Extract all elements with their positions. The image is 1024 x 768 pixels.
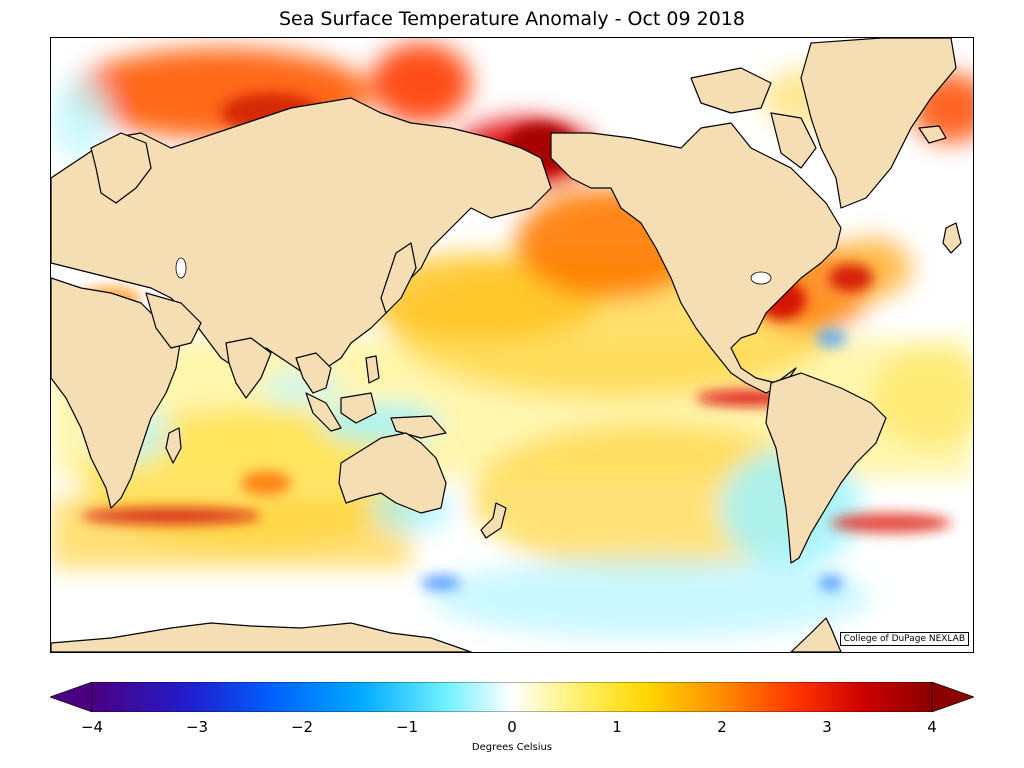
greenland [800, 38, 957, 209]
colorbar-label: Degrees Celsius [471, 742, 553, 753]
map-title: Sea Surface Temperature Anomaly - Oct 09… [279, 8, 745, 30]
lakes [175, 257, 772, 285]
new-guinea [390, 415, 447, 439]
australia [338, 432, 447, 514]
india [225, 337, 272, 399]
canadian-arctic-islands [690, 67, 772, 114]
colorbar-tick-label: 3 [822, 718, 832, 736]
madagascar [165, 427, 182, 464]
colorbar-gradient [91, 682, 933, 712]
colorbar-min-extend [50, 682, 93, 712]
colorbar-tick-label: −4 [80, 718, 104, 736]
japan [380, 242, 417, 314]
colorbar-tick-label: −2 [290, 718, 314, 736]
baffin-island [770, 112, 817, 169]
british-isles [942, 222, 962, 254]
antarctica [51, 622, 472, 652]
colorbar-tick-label: 0 [507, 718, 517, 736]
africa [51, 277, 182, 509]
colorbar [50, 682, 974, 712]
sst-anomaly-map[interactable]: College of DuPage NEXLAB [50, 37, 974, 653]
colorbar-tick-label: −1 [395, 718, 419, 736]
southeast-asia [295, 352, 332, 394]
borneo [340, 392, 377, 424]
scandinavia [90, 132, 152, 204]
credit-label: College of DuPage NEXLAB [839, 632, 969, 646]
iceland [918, 125, 947, 144]
colorbar-tick-label: 2 [717, 718, 727, 736]
sumatra [305, 392, 342, 432]
colorbar-max-extend [931, 682, 974, 712]
antarctic-peninsula [790, 617, 842, 652]
arabia [145, 292, 202, 349]
south-america [765, 372, 887, 564]
north-america [550, 122, 842, 394]
colorbar-tick-label: −3 [185, 718, 209, 736]
new-zealand [480, 502, 507, 539]
land-masses [51, 38, 962, 652]
colorbar-tick-label: 4 [927, 718, 937, 736]
map-canvas [51, 38, 973, 652]
colorbar-tick-label: 1 [612, 718, 622, 736]
philippines [365, 355, 380, 384]
